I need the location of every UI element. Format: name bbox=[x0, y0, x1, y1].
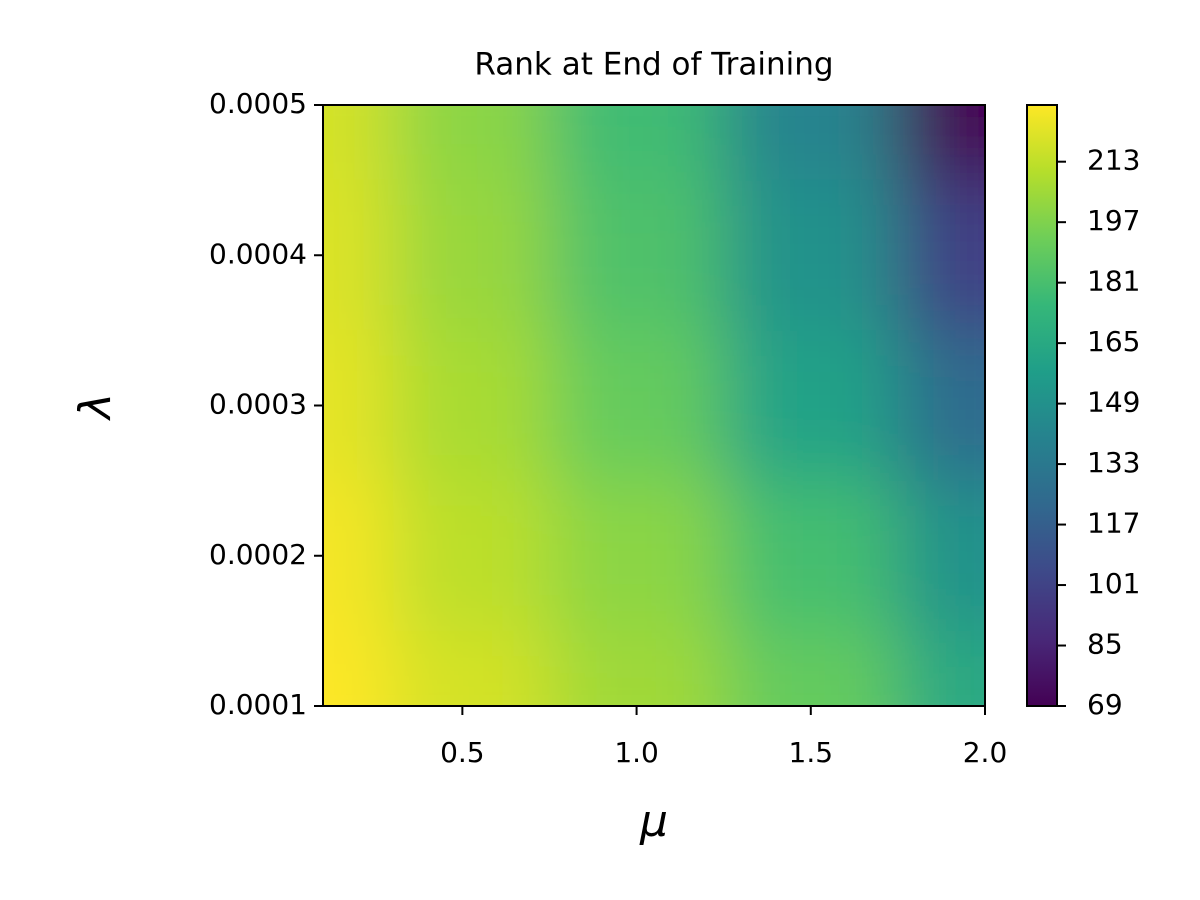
y-tick-label: 0.0001 bbox=[209, 688, 307, 721]
heat-cell bbox=[897, 630, 985, 706]
y-tick-label: 0.0003 bbox=[209, 388, 307, 421]
y-tick-label: 0.0004 bbox=[209, 237, 307, 270]
heat-cell bbox=[897, 330, 985, 481]
heat-cell bbox=[723, 630, 898, 706]
heat-cell bbox=[723, 330, 898, 481]
heat-cell bbox=[323, 330, 393, 481]
colorbar-tick-label: 85 bbox=[1087, 628, 1123, 661]
heat-cell bbox=[723, 105, 898, 181]
heat-cell bbox=[549, 180, 724, 331]
heat-cell bbox=[897, 180, 985, 331]
colorbar-tick-label: 133 bbox=[1087, 446, 1140, 479]
heat-cell bbox=[323, 180, 393, 331]
colorbar-tick-label: 165 bbox=[1087, 325, 1140, 358]
heat-cell bbox=[323, 630, 393, 706]
heat-cell bbox=[723, 480, 898, 631]
heat-cell bbox=[723, 180, 898, 331]
heat-cell bbox=[897, 480, 985, 631]
y-tick-label: 0.0002 bbox=[209, 538, 307, 571]
plot-area bbox=[323, 105, 985, 706]
heat-cell bbox=[392, 480, 550, 631]
heat-cell bbox=[897, 105, 985, 181]
heat-cell bbox=[392, 630, 550, 706]
x-tick-label: 1.5 bbox=[789, 736, 834, 769]
heat-cell bbox=[323, 480, 393, 631]
colorbar-tick-label: 117 bbox=[1087, 507, 1140, 540]
x-axis-label: μ bbox=[639, 796, 668, 847]
heat-cell bbox=[392, 330, 550, 481]
x-tick-label: 1.0 bbox=[614, 736, 659, 769]
colorbar-tick-label: 101 bbox=[1087, 567, 1140, 600]
chart-title: Rank at End of Training bbox=[474, 47, 833, 83]
heat-cell bbox=[549, 480, 724, 631]
heat-cell bbox=[549, 630, 724, 706]
y-axis-label: λ bbox=[70, 393, 121, 421]
colorbar-tick-label: 149 bbox=[1087, 386, 1140, 419]
colorbar bbox=[1026, 104, 1058, 707]
heat-cell bbox=[392, 180, 550, 331]
heat-cell bbox=[323, 105, 393, 181]
x-tick-label: 0.5 bbox=[440, 736, 485, 769]
heat-cell bbox=[549, 105, 724, 181]
colorbar-tick-label: 181 bbox=[1087, 265, 1140, 298]
colorbar-tick-label: 197 bbox=[1087, 204, 1140, 237]
colorbar-tick-label: 69 bbox=[1087, 688, 1123, 721]
heat-cell bbox=[392, 105, 550, 181]
x-tick-label: 2.0 bbox=[963, 736, 1008, 769]
y-tick-label: 0.0005 bbox=[209, 87, 307, 120]
colorbar-tick-label: 213 bbox=[1087, 144, 1140, 177]
heat-cell bbox=[549, 330, 724, 481]
heatmap bbox=[323, 105, 985, 706]
